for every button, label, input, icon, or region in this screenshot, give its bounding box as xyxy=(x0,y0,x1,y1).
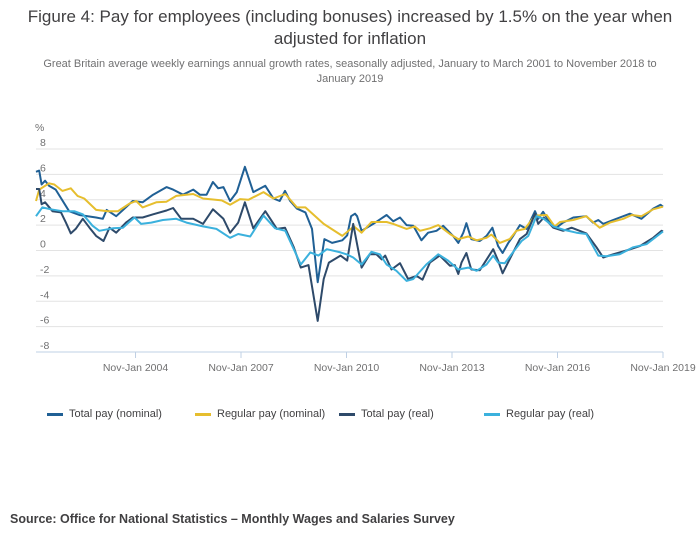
chart-subtitle: Great Britain average weekly earnings an… xyxy=(43,58,657,85)
y-tick-label: 6 xyxy=(40,162,46,174)
x-tick-labels: Nov-Jan 2004 Nov-Jan 2007 Nov-Jan 2010 Nov-… xyxy=(103,352,696,374)
legend-swatch xyxy=(339,412,355,416)
legend-label: Regular pay (nominal) xyxy=(217,408,326,420)
legend-swatch xyxy=(484,412,500,416)
y-tick-labels: 8 6 4 2 0 -2 -4 -6 -8 xyxy=(40,137,49,352)
legend-label: Total pay (real) xyxy=(361,408,434,420)
y-tick-label: -4 xyxy=(40,289,49,301)
series-line-regular-pay-real xyxy=(35,206,664,282)
series-line-total-pay-real xyxy=(36,188,664,322)
legend-item-total-nominal[interactable]: Total pay (nominal) xyxy=(47,408,187,420)
chart-title: Figure 4: Pay for employees (including b… xyxy=(27,7,673,48)
legend-item-total-real[interactable]: Total pay (real) xyxy=(339,408,479,420)
legend-item-regular-nominal[interactable]: Regular pay (nominal) xyxy=(195,408,335,420)
y-tick-label: 4 xyxy=(40,188,46,200)
legend-label: Regular pay (real) xyxy=(506,408,595,420)
legend-item-regular-real[interactable]: Regular pay (real) xyxy=(484,408,624,420)
x-tick-label: Nov-Jan 2019 xyxy=(630,362,696,374)
series-lines xyxy=(35,165,664,322)
x-tick-label: Nov-Jan 2016 xyxy=(525,362,591,374)
y-tick-label: -6 xyxy=(40,315,49,327)
series-line-total-pay-nominal xyxy=(35,165,664,284)
y-axis-label: % xyxy=(35,122,44,134)
y-tick-label: 0 xyxy=(40,239,46,251)
legend-swatch xyxy=(195,412,211,416)
y-tick-label: 8 xyxy=(40,137,46,149)
source-note: Source: Office for National Statistics –… xyxy=(10,512,455,526)
legend: Total pay (nominal) Regular pay (nominal… xyxy=(0,408,700,426)
x-tick-label: Nov-Jan 2007 xyxy=(208,362,274,374)
legend-swatch xyxy=(47,412,63,416)
y-tick-label: 2 xyxy=(40,213,46,225)
y-tick-label: -2 xyxy=(40,264,49,276)
x-tick-label: Nov-Jan 2013 xyxy=(419,362,485,374)
x-tick-label: Nov-Jan 2004 xyxy=(103,362,169,374)
series-line-regular-pay-nominal xyxy=(35,182,664,244)
y-tick-label: -8 xyxy=(40,340,49,352)
legend-label: Total pay (nominal) xyxy=(69,408,162,420)
x-tick-label: Nov-Jan 2010 xyxy=(314,362,380,374)
